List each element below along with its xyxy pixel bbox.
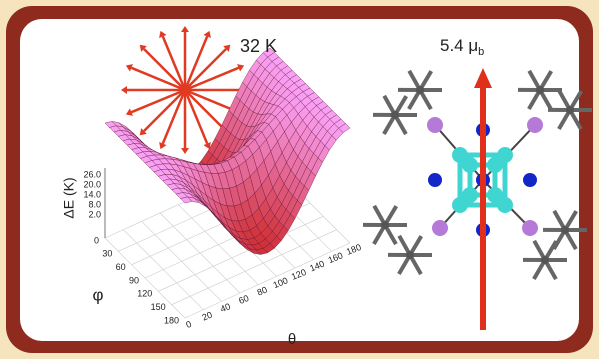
z-tick-label: 20.0 [83,179,101,189]
atom-c [536,86,544,94]
phi-tick-label: 60 [116,262,126,272]
atom-co [487,157,503,173]
phi-tick-label: 90 [129,275,139,285]
z-tick-label: 26.0 [83,169,101,179]
atom-co [462,157,478,173]
z-axis-title: ΔE (K) [61,177,77,218]
phi-tick-label: 30 [102,249,112,259]
moment-text: 5.4 μ [440,36,478,55]
atom-co [487,187,503,203]
z-tick-label: 8.0 [88,199,101,209]
atom-p [427,117,443,133]
atom-c [566,106,574,114]
phi-tick-label: 180 [164,315,179,325]
atom-c [391,111,399,119]
atom-n [523,173,537,187]
theta-axis-title: θ [288,331,296,348]
atom-p [432,220,448,236]
phi-tick-label: 150 [151,302,166,312]
moment-label: 5.4 μb [440,36,484,57]
z-tick-label: 14.0 [83,189,101,199]
atom-n [428,173,442,187]
atom-c [541,256,549,264]
moment-subscript: b [478,46,484,58]
phi-tick-label: 120 [137,289,152,299]
phi-tick-label: 0 [94,235,99,245]
atom-p [522,220,538,236]
atom-c [406,251,414,259]
atom-c [561,226,569,234]
figure: 32 K 5.4 μb ΔE (K) φ θ 26.020.014.08.02.… [0,0,599,359]
phi-axis-title: φ [92,285,103,304]
atom-p [527,117,543,133]
z-tick-label: 2.0 [88,209,101,219]
atom-c [416,86,424,94]
atom-co [462,187,478,203]
atom-c [381,221,389,229]
temperature-label: 32 K [240,36,277,56]
